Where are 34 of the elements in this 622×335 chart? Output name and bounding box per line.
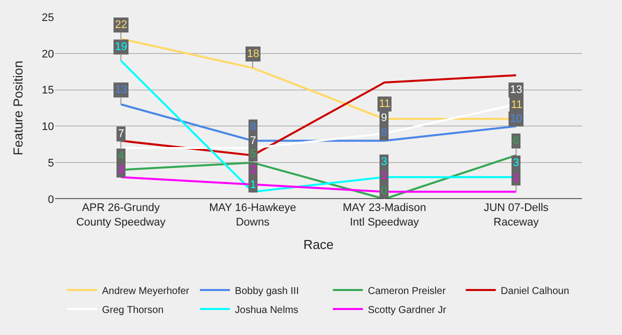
x-tick-label: JUN 07-Dells Raceway	[484, 202, 550, 228]
x-tick-label: APR 26-Grundy County Speedway	[76, 202, 166, 228]
data-label: 4	[118, 150, 124, 162]
data-label: 10	[510, 113, 522, 125]
data-label: 13	[510, 84, 522, 96]
data-label: 11	[379, 98, 390, 110]
y-tick-label: 15	[42, 84, 54, 97]
y-tick-label: 20	[42, 48, 54, 60]
legend-label: Daniel Calhoun	[500, 286, 570, 297]
data-label: 6	[513, 135, 520, 147]
legend-label: Scotty Gardner Jr	[368, 304, 447, 316]
data-label: 19	[115, 41, 128, 53]
legend-label: Bobby gash III	[234, 286, 299, 297]
legend-label: Joshua Nelms	[234, 304, 298, 316]
data-label: 7	[118, 128, 124, 140]
data-label: 8	[250, 121, 256, 133]
y-tick-label: 0	[48, 194, 54, 206]
legend-label: Andrew Meyerhofer	[102, 286, 190, 297]
data-label: 3	[381, 156, 388, 168]
legend-label: Greg Thorson	[102, 304, 164, 316]
y-tick-label: 5	[48, 157, 54, 170]
y-tick-label: 25	[42, 12, 54, 24]
x-tick-label: MAY 16-Hawkeye Downs	[209, 202, 296, 228]
data-label: 2	[250, 164, 256, 176]
legend-label: Cameron Preisler	[368, 286, 446, 297]
y-tick-label: 10	[42, 121, 54, 134]
x-axis-title: Race	[303, 236, 334, 252]
data-label: 22	[115, 19, 128, 31]
data-label: 18	[247, 48, 260, 60]
data-label: 13	[115, 84, 128, 96]
data-label: 11	[511, 99, 522, 111]
x-tick-label: MAY 23-Madison Intl Speedway	[342, 202, 426, 228]
data-label: 3	[513, 157, 520, 169]
y-axis-title: Feature Position	[10, 60, 26, 156]
